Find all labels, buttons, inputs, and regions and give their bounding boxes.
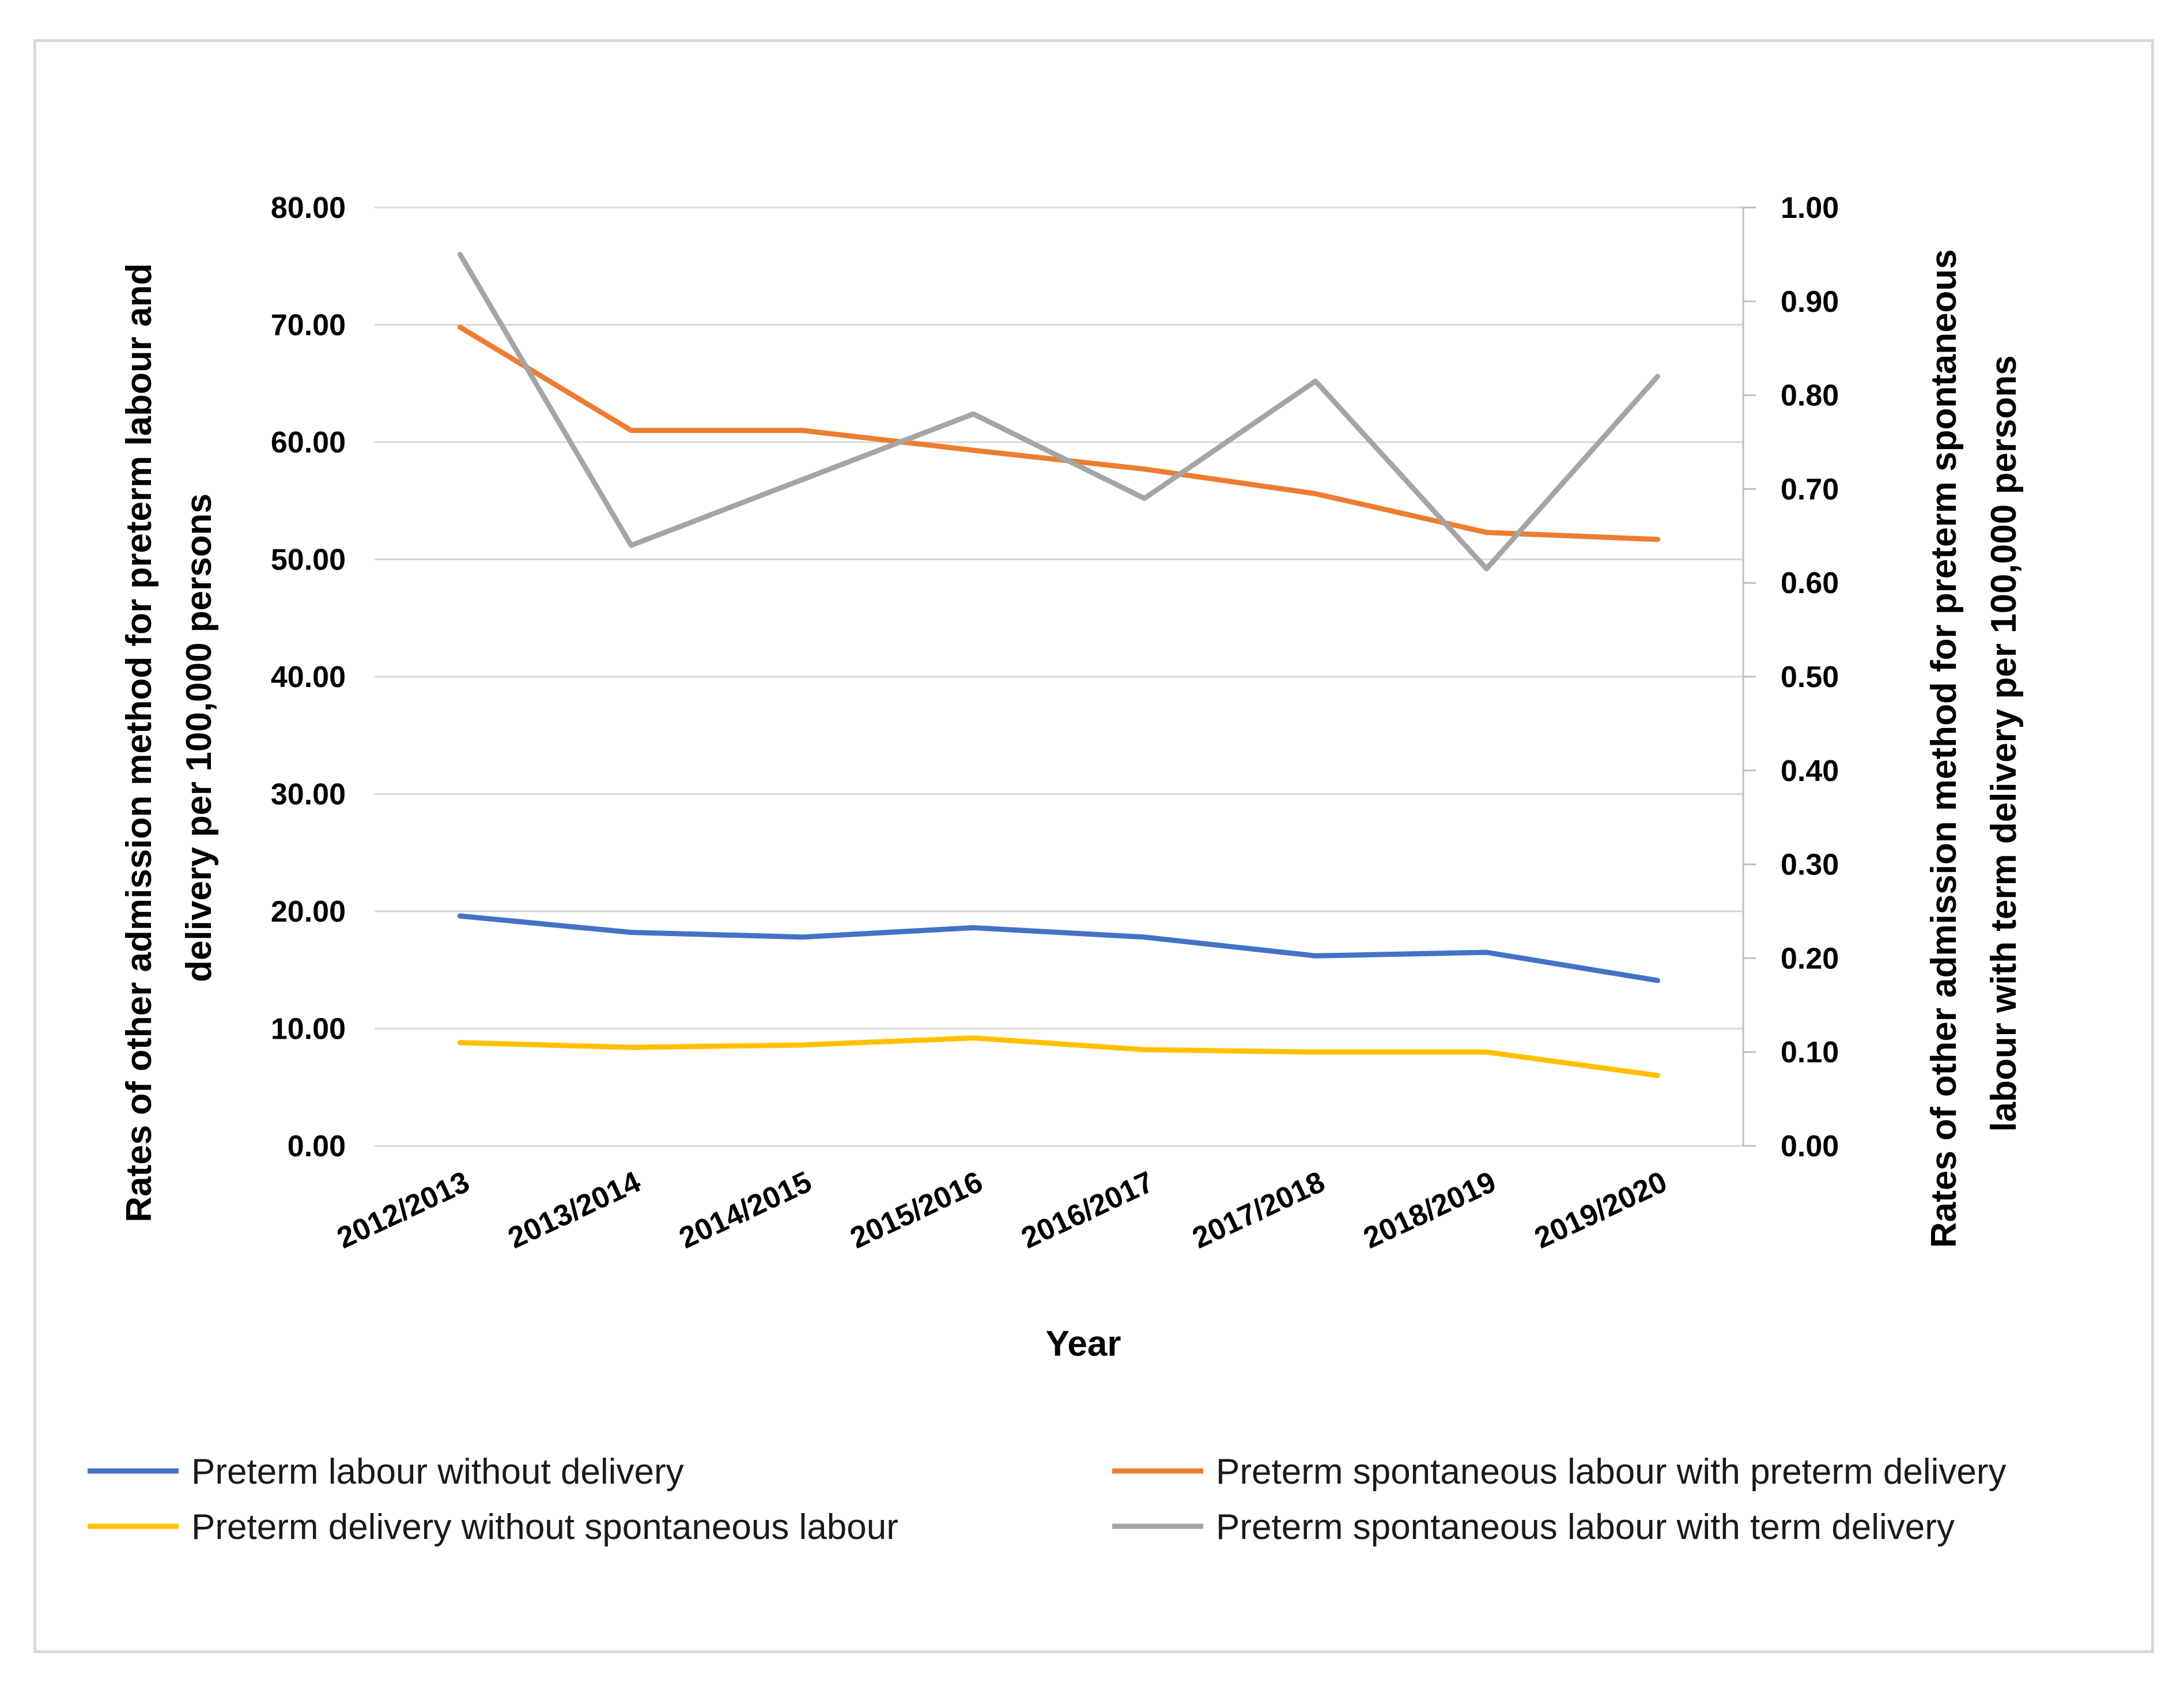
- y-axis-right-title-line-2: labour with term delivery per 100,000 pe…: [1984, 355, 2024, 1131]
- y-axis-left-title-line-1: Rates of other admission method for pret…: [119, 263, 159, 1223]
- y-right-tick-label: 0.60: [1781, 567, 1839, 600]
- axes: [375, 206, 1756, 1147]
- y-right-tick-label: 0.70: [1781, 473, 1839, 506]
- x-tick-label: 2017/2018: [1188, 1165, 1330, 1255]
- legend-label: Preterm spontaneous labour with preterm …: [1216, 1452, 2007, 1492]
- axis-titles: Year Rates of other admission method for…: [119, 239, 2024, 1364]
- x-tick-label: 2012/2013: [332, 1165, 474, 1255]
- y-right-tick-label: 0.50: [1781, 661, 1839, 694]
- y-left-tick-label: 70.00: [271, 309, 346, 342]
- y-right-tick-label: 0.00: [1781, 1130, 1839, 1163]
- tick-labels: 0.00 10.00 20.00 30.00 40.00 50.00 60.00 70.00 8…: [271, 191, 1839, 1255]
- y-right-tick-label: 0.30: [1781, 848, 1839, 882]
- series-line-3: [457, 1035, 1661, 1078]
- y-axis-left-title-line-2: delivery per 100,000 persons: [179, 493, 219, 982]
- y-left-tick-label: 60.00: [271, 426, 346, 459]
- legend-label: Preterm labour without delivery: [191, 1452, 684, 1492]
- y-left-tick-label: 50.00: [271, 544, 346, 577]
- y-left-tick-label: 0.00: [288, 1130, 346, 1163]
- legend-label: Preterm spontaneous labour with term del…: [1216, 1507, 1955, 1547]
- chart-frame: [33, 39, 2154, 1653]
- y-axis-right-title: Rates of other admission method for pret…: [1924, 239, 2024, 1248]
- y-left-tick-label: 40.00: [271, 661, 346, 694]
- y-right-tick-label: 1.00: [1781, 191, 1839, 225]
- series-line-4: [457, 251, 1661, 572]
- x-tick-label: 2016/2017: [1017, 1165, 1159, 1255]
- series-line-2: [457, 325, 1661, 542]
- y-left-tick-label: 30.00: [271, 778, 346, 812]
- legend-label: Preterm delivery without spontaneous lab…: [191, 1507, 898, 1547]
- y-right-tick-label: 0.20: [1781, 942, 1839, 975]
- gridlines: [375, 206, 1743, 1029]
- y-right-tick-label: 0.40: [1781, 755, 1839, 788]
- legend: Preterm labour without delivery Preterm s…: [88, 1452, 2007, 1547]
- x-tick-label: 2019/2020: [1529, 1165, 1672, 1255]
- y-axis-right-title-line-1: Rates of other admission method for pret…: [1924, 249, 1964, 1248]
- y-left-tick-label: 10.00: [271, 1013, 346, 1046]
- y-right-tick-label: 0.90: [1781, 285, 1839, 319]
- series-lines: [457, 251, 1661, 1078]
- x-axis-title: Year: [1045, 1324, 1121, 1364]
- x-tick-label: 2015/2016: [845, 1165, 988, 1255]
- y-left-tick-label: 20.00: [271, 895, 346, 929]
- y-axis-left-title: Rates of other admission method for pret…: [119, 253, 219, 1222]
- y-left-tick-label: 80.00: [271, 191, 346, 225]
- y-right-tick-label: 0.10: [1781, 1036, 1839, 1069]
- x-tick-label: 2014/2015: [674, 1165, 817, 1255]
- x-tick-label: 2013/2014: [503, 1165, 645, 1255]
- series-line-1: [457, 913, 1661, 983]
- x-tick-label: 2018/2019: [1358, 1165, 1501, 1255]
- y-right-tick-label: 0.80: [1781, 379, 1839, 413]
